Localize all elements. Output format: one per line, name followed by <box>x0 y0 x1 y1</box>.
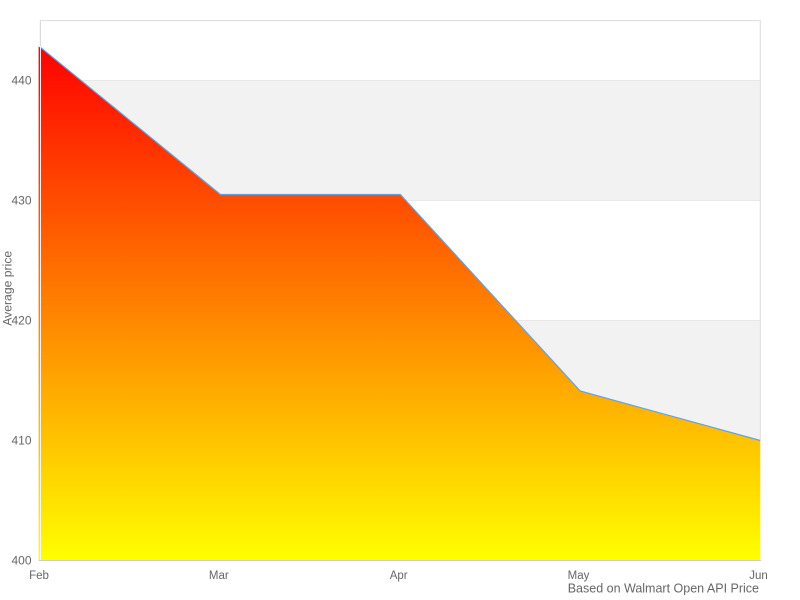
svg-text:430: 430 <box>11 194 31 208</box>
svg-text:Jun: Jun <box>749 570 768 582</box>
svg-text:440: 440 <box>11 74 31 88</box>
svg-text:Apr: Apr <box>390 570 408 582</box>
svg-text:Mar: Mar <box>209 570 229 582</box>
svg-text:Feb: Feb <box>29 570 49 582</box>
svg-text:Based on Walmart Open API Pric: Based on Walmart Open API Price <box>568 581 759 595</box>
svg-text:May: May <box>568 570 590 582</box>
svg-text:Average price: Average price <box>1 251 15 326</box>
svg-text:410: 410 <box>11 434 31 448</box>
svg-text:400: 400 <box>11 554 31 568</box>
svg-text:420: 420 <box>11 314 31 328</box>
